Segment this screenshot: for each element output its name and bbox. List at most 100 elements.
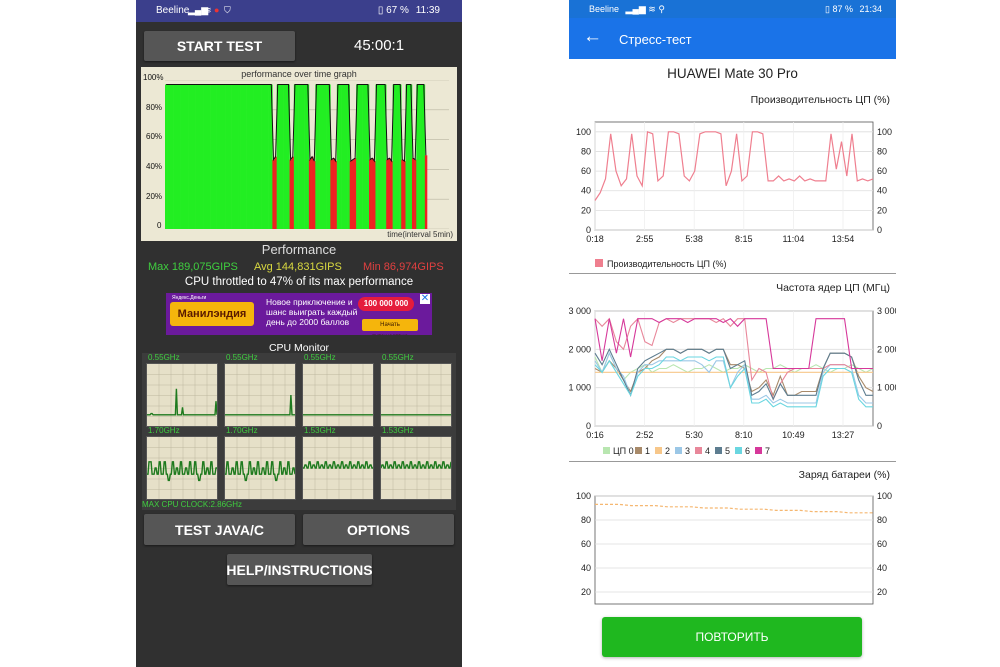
performance-bar: [349, 161, 353, 229]
performance-bar: [285, 84, 288, 229]
core-frequency-label: 1.53GHz: [304, 426, 336, 435]
performance-bar: [311, 156, 314, 229]
core-trace: [225, 364, 295, 426]
performance-bar: [246, 84, 250, 229]
performance-bar: [394, 84, 398, 229]
performance-bar: [411, 158, 415, 229]
y-tick-label-right: 60: [877, 166, 887, 176]
performance-bar: [416, 84, 419, 229]
performance-bar: [345, 84, 348, 229]
performance-bar: [323, 84, 327, 229]
performance-bar: [268, 84, 271, 229]
performance-bar: [319, 84, 323, 229]
performance-bar: [210, 84, 213, 229]
repeat-button[interactable]: ПОВТОРИТЬ: [602, 617, 862, 657]
legend-label: 2: [665, 446, 670, 456]
performance-bar: [422, 84, 426, 229]
performance-bar: [253, 84, 256, 229]
core-frequency-label: 0.55GHz: [382, 353, 414, 362]
plot-frame: [594, 495, 874, 605]
performance-bar: [420, 84, 424, 229]
y-tick-label-right: 3 000: [877, 306, 896, 316]
core-frequency-label: 0.55GHz: [304, 353, 336, 362]
performance-bar: [195, 84, 198, 229]
performance-bar: [229, 84, 232, 229]
performance-bar: [332, 158, 335, 229]
core-trace: [225, 437, 296, 499]
performance-bar: [167, 84, 170, 229]
core-load-line: [147, 461, 217, 482]
cpu-performance-title: Производительность ЦП (%): [750, 94, 890, 106]
performance-bar: [212, 84, 215, 229]
location-icon: ⚲: [658, 4, 665, 14]
performance-bar: [207, 84, 211, 229]
y-tick-label: 100: [576, 127, 591, 137]
test-timer: 45:00:1: [354, 37, 405, 54]
legend-label: 7: [765, 446, 770, 456]
cpu-throttling-test-screen: Beeline ▂▄▆ ≋ ● ⛉ ▯ 67 % 11:39 START TES…: [136, 0, 462, 667]
y-tick-label-right: 2 000: [877, 344, 896, 354]
advertisement-banner[interactable]: Яндекс.Деньги Манилэндия Новое приключен…: [166, 293, 432, 335]
min-performance: Min 86,974GIPS: [363, 261, 444, 273]
legend-swatch: [675, 447, 682, 454]
performance-bar: [272, 159, 275, 229]
x-tick-label: 0:16: [586, 430, 604, 440]
performance-bar: [409, 84, 413, 229]
y-tick-label: 60: [581, 539, 591, 549]
y-tick-label-right: 0: [877, 225, 882, 235]
notification-icon: ●: [214, 5, 220, 15]
help-instructions-button[interactable]: HELP/INSTRUCTIONS: [226, 554, 373, 585]
core-load-line: [303, 461, 373, 469]
core-trace: [303, 437, 373, 499]
core-load-graph: [380, 363, 452, 427]
performance-bar: [360, 84, 363, 229]
signal-icon: ▂▄▆: [188, 5, 209, 15]
start-test-button[interactable]: START TEST: [144, 31, 295, 61]
performance-title: Performance: [261, 242, 337, 257]
signal-icon: ▂▄▆ ≋: [625, 4, 656, 14]
stress-test-screen: Beeline ▂▄▆ ≋ ⚲ ▯ 87 % 21:34 ← Стресс-те…: [569, 0, 896, 667]
battery-charge-title: Заряд батареи (%): [798, 469, 890, 481]
core-load-graph: [302, 436, 374, 500]
performance-bar: [381, 84, 385, 229]
screen-title: Стресс-тест: [619, 32, 692, 47]
performance-bar: [280, 84, 284, 229]
x-tick-label: 2:55: [636, 234, 654, 244]
ad-cta-button[interactable]: Начать путешествие: [362, 319, 418, 335]
performance-bar: [233, 84, 237, 229]
performance-bar: [341, 84, 344, 229]
status-bar: Beeline ▂▄▆ ≋ ⚲ ▯ 87 % 21:34: [569, 0, 896, 18]
y-label: 60%: [146, 132, 163, 141]
performance-bar: [255, 84, 258, 229]
test-java-button[interactable]: TEST JAVA/C: [144, 514, 295, 545]
carrier-label: Beeline: [156, 5, 190, 16]
y-tick-label: 0: [586, 225, 591, 235]
performance-bar: [201, 84, 204, 229]
core-frequency-chart: 0 0 1 000 1 000 2 000 2 000 3 000 3 000 0:16 2:52…: [569, 306, 896, 456]
cpu-monitor-panel: 0.55GHz 0.55GHz 0.55GHz 0.55GHz 1.70GHz 1.70G…: [142, 353, 456, 510]
back-arrow-icon[interactable]: ←: [583, 26, 602, 47]
throttle-summary: CPU throttled to 47% of its max performa…: [184, 276, 414, 288]
y-tick-label: 100: [576, 491, 591, 501]
performance-bar: [180, 84, 183, 229]
performance-bar: [278, 84, 282, 229]
core-frequency-label: 0.55GHz: [148, 353, 180, 362]
divider: [569, 273, 896, 274]
performance-bar: [338, 84, 342, 229]
performance-bar: [177, 84, 181, 229]
core-load-line: [147, 388, 218, 416]
performance-bar: [407, 84, 411, 229]
options-button[interactable]: OPTIONS: [303, 514, 454, 545]
performance-bar: [235, 84, 239, 229]
x-tick-label: 10:49: [782, 430, 805, 440]
performance-bar: [182, 84, 185, 229]
performance-bar: [336, 84, 340, 229]
legend-swatch: [755, 447, 762, 454]
cpu-performance-chart: 0 0 20 20 40 40 60 60 80 80 100 100 0:18 2:55 5:38 8:15…: [576, 121, 892, 269]
performance-bar: [169, 84, 172, 229]
ad-close-icon[interactable]: ✕: [420, 293, 430, 304]
x-tick-label: 5:30: [685, 430, 703, 440]
performance-bar: [274, 156, 277, 229]
performance-bar: [405, 84, 408, 229]
performance-bar: [371, 158, 374, 229]
